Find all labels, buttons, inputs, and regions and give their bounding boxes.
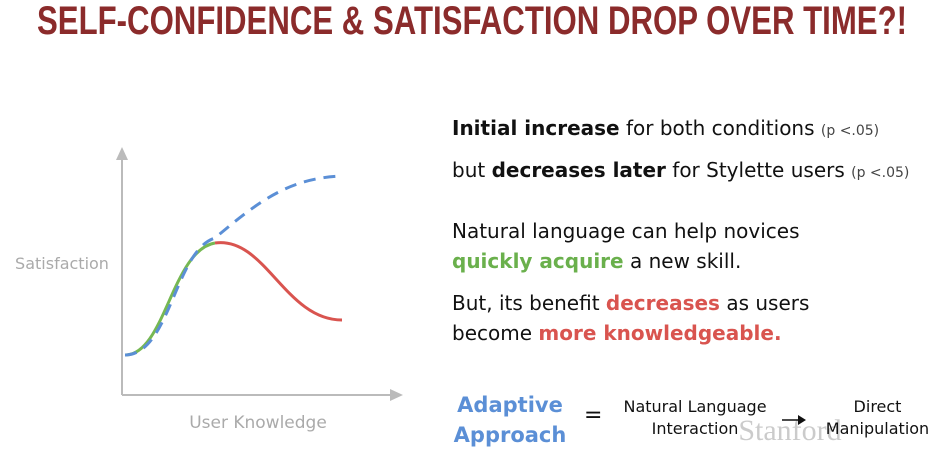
text: Natural Language [623,397,767,416]
x-arrow [390,389,403,401]
text: Manipulation [825,419,930,438]
equals: = [584,403,603,428]
text: as users [726,291,810,315]
text: for Stylette users [672,158,845,182]
text: but [452,158,486,182]
y-arrow [116,147,128,160]
claim: Natural language can help novices quickly… [452,216,800,276]
text: for both conditions [625,116,815,140]
text: Interaction [651,419,739,438]
finding: but decreases later for Stylette users (… [452,158,909,182]
text: Natural language can help novices [452,219,800,243]
text: Direct [853,397,902,416]
increase-curve [124,174,343,357]
equation-right: Direct Manipulation [815,396,940,440]
claim: But, its benefit decreases as users becom… [452,288,809,348]
text: quickly acquire [452,249,624,273]
y-axis-label: Satisfaction [15,254,109,273]
text: Initial increase [452,116,620,140]
text: a new skill. [629,249,742,273]
equation-left: Adaptive Approach [450,390,570,450]
arrow-head [798,415,806,425]
text: decreases [605,291,720,315]
decline-curve [214,241,343,322]
slide-title: SELF-CONFIDENCE & SATISFACTION DROP OVER… [37,0,907,43]
equation-middle: Natural Language Interaction [610,396,780,440]
text: more knowledgeable. [538,321,782,345]
text: (p <.05) [851,165,910,181]
axes [116,147,403,401]
text: Adaptive [457,393,563,417]
text: Approach [453,423,567,447]
text: become [452,321,533,345]
text: decreases later [491,158,666,182]
finding: Initial increase for both conditions (p … [452,116,879,140]
x-axis-label: User Knowledge [189,413,327,433]
text: (p <.05) [820,123,880,139]
initial-curve [124,241,216,357]
text: But, its benefit [452,291,600,315]
